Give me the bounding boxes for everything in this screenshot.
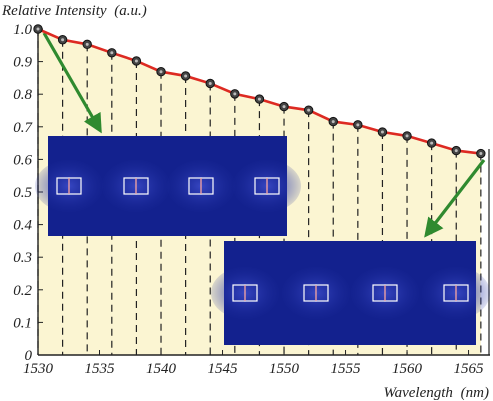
- y-axis-label: Relative Intensity (a.u.): [1, 3, 147, 19]
- data-point-highlight: [331, 120, 335, 124]
- y-tick-label: 0.7: [13, 120, 33, 136]
- data-point-highlight: [405, 134, 409, 138]
- y-tick-label: 0.5: [13, 185, 32, 201]
- data-point-highlight: [208, 81, 212, 85]
- data-point-highlight: [110, 51, 114, 55]
- x-tick-label: 1530: [23, 361, 54, 377]
- y-tick-label: 0.3: [13, 250, 32, 266]
- data-point-highlight: [282, 105, 286, 109]
- x-tick-label: 1535: [85, 361, 116, 377]
- data-point-highlight: [307, 108, 311, 112]
- inset-right: [211, 241, 490, 345]
- data-point-highlight: [356, 123, 360, 127]
- arrow-right: [424, 159, 486, 238]
- data-point-highlight: [233, 92, 237, 96]
- x-tick-label: 1560: [392, 361, 423, 377]
- tick-labels: 0 0.1 0.2 0.3 0.4 0.5 0.6 0.7 0.8 0.9 1.0 1530 1535 1…: [13, 22, 484, 377]
- y-tick-label: 0.8: [13, 87, 32, 103]
- data-point-highlight: [454, 149, 458, 153]
- x-tick-label: 1545: [208, 361, 239, 377]
- data-point-highlight: [184, 74, 188, 78]
- pointer-arrows: [42, 32, 486, 238]
- y-tick-label: 0.2: [13, 283, 32, 299]
- y-tick-label: 0.6: [13, 152, 32, 168]
- x-tick-label: 1550: [269, 361, 300, 377]
- data-point-highlight: [159, 70, 163, 74]
- data-point-highlight: [479, 152, 483, 156]
- y-tick-label: 0.4: [13, 218, 32, 234]
- arrow-left: [42, 32, 102, 134]
- data-point-highlight: [85, 42, 89, 46]
- data-point-highlight: [36, 27, 40, 31]
- series-line: [33, 24, 486, 159]
- data-point-highlight: [430, 141, 434, 145]
- data-point-highlight: [257, 97, 261, 101]
- data-point-highlight: [134, 59, 138, 63]
- y-tick-label: 0: [25, 348, 33, 364]
- x-tick-label: 1565: [454, 361, 485, 377]
- data-point-highlight: [61, 38, 65, 42]
- data-point-highlight: [380, 130, 384, 134]
- x-tick-label: 1540: [146, 361, 177, 377]
- y-tick-label: 0.1: [13, 315, 32, 331]
- y-tick-label: 1.0: [13, 22, 32, 38]
- x-axis-label: Wavelength (nm): [383, 385, 489, 401]
- y-tick-label: 0.9: [13, 55, 32, 71]
- inset-left: [35, 136, 301, 236]
- x-tick-label: 1555: [331, 361, 362, 377]
- field-insets: [35, 136, 490, 345]
